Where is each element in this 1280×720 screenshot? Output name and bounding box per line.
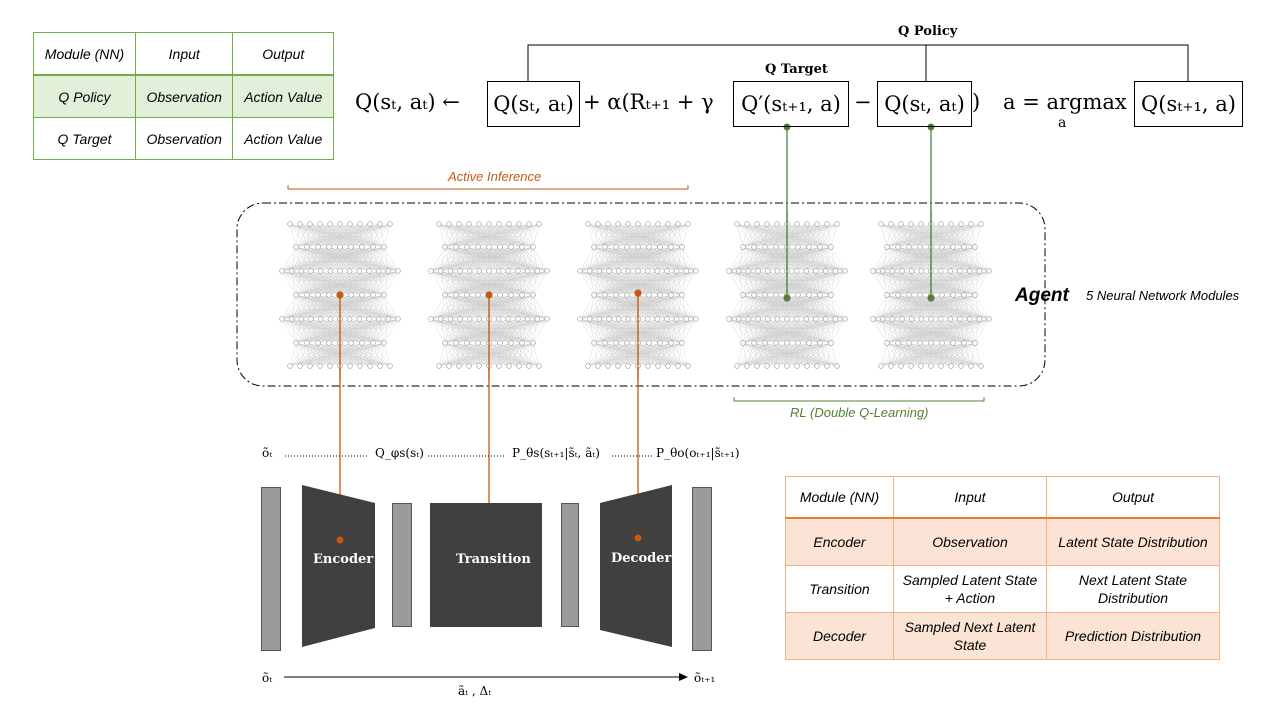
transition-block bbox=[430, 503, 542, 627]
table-cell: Action Value bbox=[232, 74, 334, 118]
transition-dist-label: P_θs(sₜ₊₁|s̃ₜ, ãₜ) bbox=[512, 446, 600, 460]
active-inference-label: Active Inference bbox=[448, 169, 542, 184]
q-target-label: Q Target bbox=[765, 62, 828, 77]
output-bar bbox=[692, 487, 712, 651]
table-cell: Next Latent State Distribution bbox=[1046, 565, 1220, 613]
module-table: Module (NN) Input Output Encoder Observa… bbox=[785, 476, 1220, 660]
obs-next-label: õₜ₊₁ bbox=[694, 671, 716, 685]
table-header-cell: Input bbox=[134, 32, 234, 76]
formula-lhs: Q(sₜ, aₜ) ← bbox=[355, 90, 460, 114]
latent-bar-2 bbox=[561, 503, 579, 627]
table-cell: Q Policy bbox=[33, 74, 136, 118]
formula-term-q-current: Q(sₜ, aₜ) bbox=[877, 81, 972, 127]
table-cell: Latent State Distribution bbox=[1046, 517, 1220, 566]
table-cell: Encoder bbox=[785, 517, 894, 566]
neural-network-1 bbox=[279, 221, 401, 369]
table-cell: Action Value bbox=[232, 117, 334, 160]
transition-label: Transition bbox=[456, 552, 531, 567]
table-header-cell: Input bbox=[893, 476, 1047, 519]
neural-network-2 bbox=[428, 221, 550, 369]
table-header-row: Module (NN) Input Output bbox=[785, 476, 1220, 519]
table-row: Decoder Sampled Next Latent State Predic… bbox=[785, 612, 1220, 660]
neural-network-3 bbox=[577, 221, 699, 369]
table-header-cell: Module (NN) bbox=[33, 32, 136, 76]
table-cell: Observation bbox=[134, 74, 234, 118]
neural-network-5 bbox=[870, 221, 992, 369]
encoder-dist-label: Q_φs(sₜ) bbox=[375, 446, 424, 460]
formula-argmax-sub: a bbox=[1058, 115, 1067, 131]
agent-label: Agent bbox=[1015, 285, 1069, 306]
formula-close: ) bbox=[972, 90, 981, 114]
q-network-table: Module (NN) Input Output Q Policy Observ… bbox=[33, 32, 334, 160]
input-bar bbox=[261, 487, 281, 651]
table-row: Transition Sampled Latent State + Action… bbox=[785, 565, 1220, 613]
table-cell: Observation bbox=[893, 517, 1047, 566]
formula-minus: − bbox=[854, 90, 872, 114]
obs-t-label: õₜ bbox=[262, 446, 273, 460]
formula-term-q-next: Q(sₜ₊₁, a) bbox=[1134, 81, 1243, 127]
table-cell: Q Target bbox=[33, 117, 136, 160]
table-cell: Decoder bbox=[785, 612, 894, 660]
table-row: Encoder Observation Latent State Distrib… bbox=[785, 517, 1220, 566]
table-header-cell: Output bbox=[1046, 476, 1220, 519]
action-label: ãₜ , Δₜ bbox=[458, 684, 492, 698]
table-header-cell: Module (NN) bbox=[785, 476, 894, 519]
agent-sub-label: 5 Neural Network Modules bbox=[1086, 288, 1240, 303]
formula-argmax: a = argmax bbox=[1003, 90, 1127, 114]
rl-label: RL (Double Q-Learning) bbox=[790, 405, 929, 420]
table-header-cell: Output bbox=[232, 32, 334, 76]
table-row: Q Target Observation Action Value bbox=[33, 117, 334, 160]
table-row: Q Policy Observation Action Value bbox=[33, 74, 334, 118]
neural-network-4 bbox=[726, 221, 848, 369]
formula-term-q-policy: Q(sₜ, aₜ) bbox=[487, 81, 580, 127]
table-cell: Transition bbox=[785, 565, 894, 613]
table-cell: Sampled Latent State + Action bbox=[893, 565, 1047, 613]
encoder-label: Encoder bbox=[313, 552, 374, 567]
formula-term-q-target: Q′(sₜ₊₁, a) bbox=[733, 81, 849, 127]
table-header-row: Module (NN) Input Output bbox=[33, 32, 334, 76]
decoder-dist-label: P_θo(oₜ₊₁|s̃ₜ₊₁) bbox=[656, 446, 740, 460]
table-cell: Prediction Distribution bbox=[1046, 612, 1220, 660]
latent-bar-1 bbox=[392, 503, 412, 627]
decoder-label: Decoder bbox=[611, 551, 672, 566]
table-cell: Observation bbox=[134, 117, 234, 160]
q-policy-label: Q Policy bbox=[898, 24, 958, 39]
obs-t-bottom-label: õₜ bbox=[262, 671, 273, 685]
network-connection-dot bbox=[634, 289, 642, 297]
formula-alpha: + α(Rₜ₊₁ + γ bbox=[583, 90, 714, 114]
table-cell: Sampled Next Latent State bbox=[893, 612, 1047, 660]
